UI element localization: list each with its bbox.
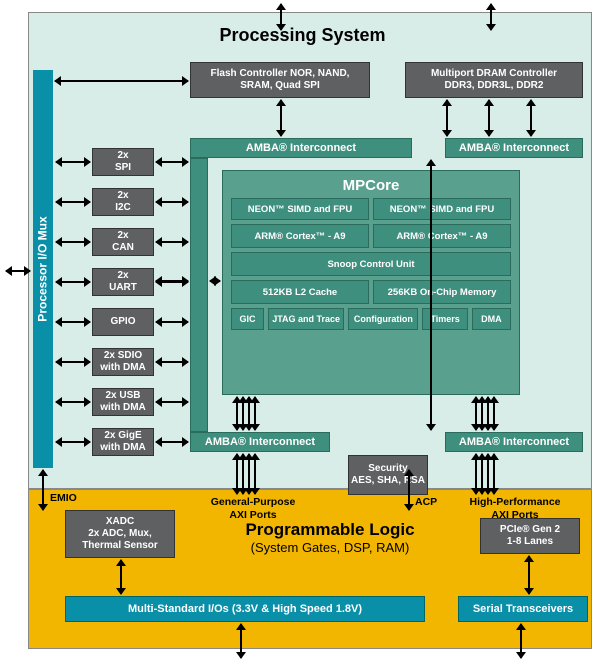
- xadc-block: XADC2x ADC, Mux,Thermal Sensor: [65, 510, 175, 558]
- multi-standard-io: Multi-Standard I/Os (3.3V & High Speed 1…: [65, 596, 425, 622]
- gic: GIC: [231, 308, 264, 330]
- configuration: Configuration: [348, 308, 418, 330]
- arrow-periph-right-5: [156, 361, 188, 363]
- arrow-left-edge: [6, 270, 30, 272]
- cortex-a9-right: ARM® Cortex™ - A9: [373, 224, 511, 248]
- flash-controller: Flash Controller NOR, NAND,SRAM, Quad SP…: [190, 62, 370, 98]
- dram-controller: Multiport DRAM ControllerDDR3, DDR3L, DD…: [405, 62, 583, 98]
- mpcore-block: MPCore NEON™ SIMD and FPU NEON™ SIMD and…: [222, 170, 520, 395]
- amba-top-right: AMBA® Interconnect: [445, 138, 583, 158]
- serial-transceivers: Serial Transceivers: [458, 596, 588, 622]
- arrows-gp-axi: [236, 454, 256, 494]
- periph-gpio: GPIO: [92, 308, 154, 336]
- pl-title-main: Programmable Logic: [200, 520, 460, 540]
- ps-title: Processing System: [0, 25, 605, 46]
- neon-right: NEON™ SIMD and FPU: [373, 198, 511, 220]
- snoop-control-unit: Snoop Control Unit: [231, 252, 511, 276]
- arrow-acp: [408, 470, 410, 510]
- arrow-dram-amba-r: [530, 100, 532, 136]
- pl-title: Programmable Logic (System Gates, DSP, R…: [200, 520, 460, 555]
- arrow-periph-right-0: [156, 161, 188, 163]
- gp-axi-label: General-Purpose AXI Ports: [198, 496, 308, 521]
- arrow-flash-top: [280, 4, 282, 30]
- arrows-hp-axi: [475, 454, 495, 494]
- arrow-flash-amba: [280, 100, 282, 136]
- l2-cache: 512KB L2 Cache: [231, 280, 369, 304]
- arrows-mpcore-amba-bl: [236, 397, 256, 430]
- neon-left: NEON™ SIMD and FPU: [231, 198, 369, 220]
- arrow-msio-out: [240, 624, 242, 658]
- dma: DMA: [472, 308, 511, 330]
- arrow-periph-left-0: [56, 161, 90, 163]
- arrow-xadc-io: [120, 560, 122, 594]
- arrow-periph-left-2: [56, 241, 90, 243]
- arrow-periph-right-2: [156, 241, 188, 243]
- arrow-periph-right-4: [156, 321, 188, 323]
- arrow-emio: [42, 470, 44, 510]
- amba-bot-left: AMBA® Interconnect: [190, 432, 330, 452]
- onchip-memory: 256KB On-Chip Memory: [373, 280, 511, 304]
- arrow-periph-left-1: [56, 201, 90, 203]
- arrow-periph-left-5: [56, 361, 90, 363]
- periph-uart: 2xUART: [92, 268, 154, 296]
- arrow-amba-mpcore: [210, 280, 220, 282]
- cortex-a9-left: ARM® Cortex™ - A9: [231, 224, 369, 248]
- periph-with-dma: 2x SDIOwith DMA: [92, 348, 154, 376]
- pl-title-sub: (System Gates, DSP, RAM): [200, 540, 460, 555]
- arrow-periph-amba: [156, 280, 188, 282]
- arrow-dram-amba-l: [446, 100, 448, 136]
- periph-spi: 2xSPI: [92, 148, 154, 176]
- emio-label: EMIO: [50, 492, 77, 505]
- periph-with-dma: 2x GigEwith DMA: [92, 428, 154, 456]
- arrows-mpcore-amba-br: [475, 397, 495, 430]
- periph-can: 2xCAN: [92, 228, 154, 256]
- arrow-periph-right-7: [156, 441, 188, 443]
- security-block: SecurityAES, SHA, RSA: [348, 455, 428, 495]
- arrow-periph-left-3: [56, 281, 90, 283]
- acp-label: ACP: [415, 496, 437, 509]
- periph-i2c: 2xI2C: [92, 188, 154, 216]
- jtag-trace: JTAG and Trace: [268, 308, 344, 330]
- arrow-periph-right-6: [156, 401, 188, 403]
- amba-top-left: AMBA® Interconnect: [190, 138, 412, 158]
- arrow-dram-amba-m: [488, 100, 490, 136]
- arrow-periph-left-4: [56, 321, 90, 323]
- arrow-periph-left-7: [56, 441, 90, 443]
- mpcore-title: MPCore: [223, 171, 519, 198]
- arrow-amba-vert-right: [430, 160, 432, 430]
- amba-left-vert: [190, 158, 208, 432]
- amba-bot-right: AMBA® Interconnect: [445, 432, 583, 452]
- arrow-dram-top: [490, 4, 492, 30]
- arrow-serial-out: [520, 624, 522, 658]
- pcie-block: PCIe® Gen 21-8 Lanes: [480, 518, 580, 554]
- arrow-periph-left-6: [56, 401, 90, 403]
- arrow-periph-right-1: [156, 201, 188, 203]
- arrow-pcie-serial: [528, 556, 530, 594]
- hp-axi-label: High-Performance AXI Ports: [450, 496, 580, 521]
- processor-io-mux: Processor I/O Mux: [33, 70, 53, 468]
- periph-with-dma: 2x USBwith DMA: [92, 388, 154, 416]
- arrow-io-flash: [55, 80, 188, 82]
